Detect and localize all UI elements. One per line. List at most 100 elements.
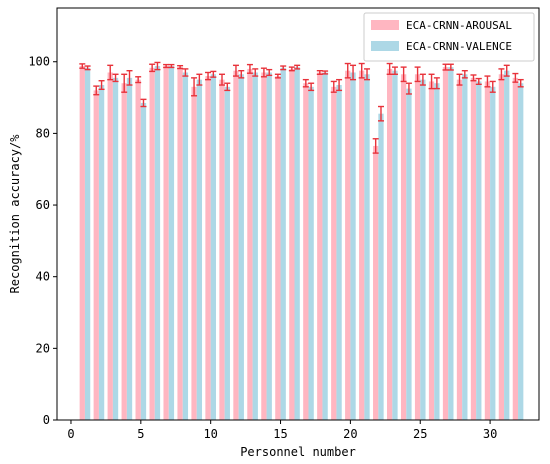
x-axis-ticks: 0 5 10 15 20 25 30	[67, 420, 497, 441]
bar-arousal-26	[428, 81, 435, 420]
error-bar-arousal-8	[177, 64, 184, 70]
error-bar-arousal-31	[498, 68, 505, 81]
y-tick-label: 80	[36, 126, 50, 140]
bar-valence-24	[406, 88, 412, 420]
x-tick-label: 15	[273, 427, 287, 441]
error-bar-arousal-15	[274, 73, 281, 79]
bar-valence-12	[238, 74, 244, 420]
error-bar-valence-2	[98, 80, 105, 91]
bar-arousal-4	[121, 83, 127, 421]
bar-arousal-21	[359, 70, 365, 421]
error-bar-valence-7	[168, 63, 175, 69]
error-bar-arousal-16	[288, 66, 295, 72]
y-tick-label: 60	[36, 198, 50, 212]
x-tick-label: 30	[483, 427, 497, 441]
bar-valence-30	[490, 86, 496, 421]
error-bar-arousal-22	[372, 138, 379, 154]
bar-valence-22	[378, 113, 384, 421]
y-tick-label: 20	[36, 341, 50, 355]
bar-arousal-18	[317, 72, 323, 421]
y-tick-label: 0	[43, 413, 50, 427]
error-bar-arousal-23	[386, 62, 393, 75]
error-bar-arousal-12	[232, 64, 239, 77]
error-bar-arousal-29	[470, 74, 477, 82]
error-bar-valence-18	[322, 70, 329, 75]
bar-arousal-3	[107, 72, 113, 421]
bar-valence-26	[434, 83, 440, 421]
error-bar-arousal-24	[400, 66, 407, 83]
error-bar-valence-6	[154, 61, 161, 71]
error-bar-valence-12	[238, 69, 245, 79]
bar-valence-19	[336, 85, 342, 420]
error-bar-arousal-27	[442, 63, 449, 71]
x-tick-label: 10	[203, 427, 217, 441]
bar-arousal-9	[191, 86, 197, 421]
error-bar-valence-27	[447, 63, 454, 71]
bar-valence-7	[168, 66, 175, 420]
error-bar-valence-13	[252, 68, 259, 77]
bar-valence-27	[448, 67, 454, 421]
plot-frame	[56, 7, 540, 421]
bar-arousal-19	[331, 86, 337, 421]
bar-valence-11	[224, 86, 230, 421]
error-bar-valence-19	[336, 78, 343, 92]
error-bar-arousal-11	[218, 73, 225, 86]
error-bar-valence-32	[517, 78, 524, 88]
error-bars-layer	[79, 61, 524, 154]
y-tick-label: 40	[36, 270, 50, 284]
bars-layer	[79, 66, 524, 421]
bar-arousal-11	[219, 79, 225, 421]
error-bar-valence-28	[461, 69, 468, 79]
bar-valence-3	[112, 77, 119, 420]
bar-arousal-15	[275, 76, 281, 420]
bar-valence-21	[364, 74, 370, 420]
error-bar-valence-15	[280, 65, 287, 71]
bar-arousal-20	[345, 70, 351, 421]
bar-valence-5	[140, 102, 147, 420]
error-bar-valence-3	[112, 73, 119, 83]
bar-valence-18	[322, 72, 328, 421]
error-bar-valence-31	[503, 64, 510, 77]
bar-arousal-10	[205, 76, 211, 420]
x-tick-label: 5	[137, 427, 144, 441]
error-bar-valence-17	[308, 82, 315, 92]
error-bar-arousal-9	[191, 77, 198, 97]
error-bar-arousal-13	[246, 63, 253, 74]
bar-arousal-24	[400, 74, 407, 420]
bar-valence-10	[210, 74, 216, 420]
y-axis-label: Recognition accuracy/%	[8, 134, 22, 294]
error-bar-valence-21	[364, 68, 371, 81]
error-bar-valence-9	[196, 73, 203, 86]
error-bar-arousal-7	[163, 63, 170, 69]
bar-valence-17	[308, 86, 314, 421]
bar-valence-32	[518, 83, 524, 421]
error-bar-valence-20	[350, 64, 357, 81]
error-bar-arousal-28	[456, 73, 463, 86]
error-bar-valence-8	[182, 68, 189, 77]
error-bar-valence-23	[391, 66, 398, 75]
bar-valence-16	[294, 67, 300, 421]
y-tick-label: 100	[28, 55, 50, 69]
error-bar-arousal-18	[316, 69, 323, 75]
error-bar-arousal-21	[358, 62, 365, 79]
bar-arousal-1	[79, 66, 85, 420]
bar-arousal-6	[149, 67, 155, 421]
x-tick-label: 0	[67, 427, 74, 441]
bar-valence-31	[504, 70, 510, 421]
error-bar-arousal-30	[484, 75, 491, 88]
bar-arousal-13	[247, 68, 253, 420]
bar-arousal-23	[386, 68, 393, 420]
error-bar-arousal-19	[330, 80, 337, 93]
error-bar-arousal-32	[512, 72, 519, 83]
bar-arousal-30	[484, 81, 491, 420]
bar-arousal-25	[414, 74, 421, 420]
bar-arousal-16	[289, 68, 295, 420]
error-bar-valence-24	[405, 82, 412, 95]
bar-arousal-32	[512, 77, 519, 420]
error-bar-arousal-14	[260, 67, 267, 78]
bar-arousal-7	[163, 66, 169, 420]
error-bar-arousal-10	[205, 71, 212, 81]
bar-arousal-22	[373, 145, 379, 421]
bar-arousal-5	[135, 79, 141, 421]
error-bar-valence-22	[377, 105, 384, 122]
